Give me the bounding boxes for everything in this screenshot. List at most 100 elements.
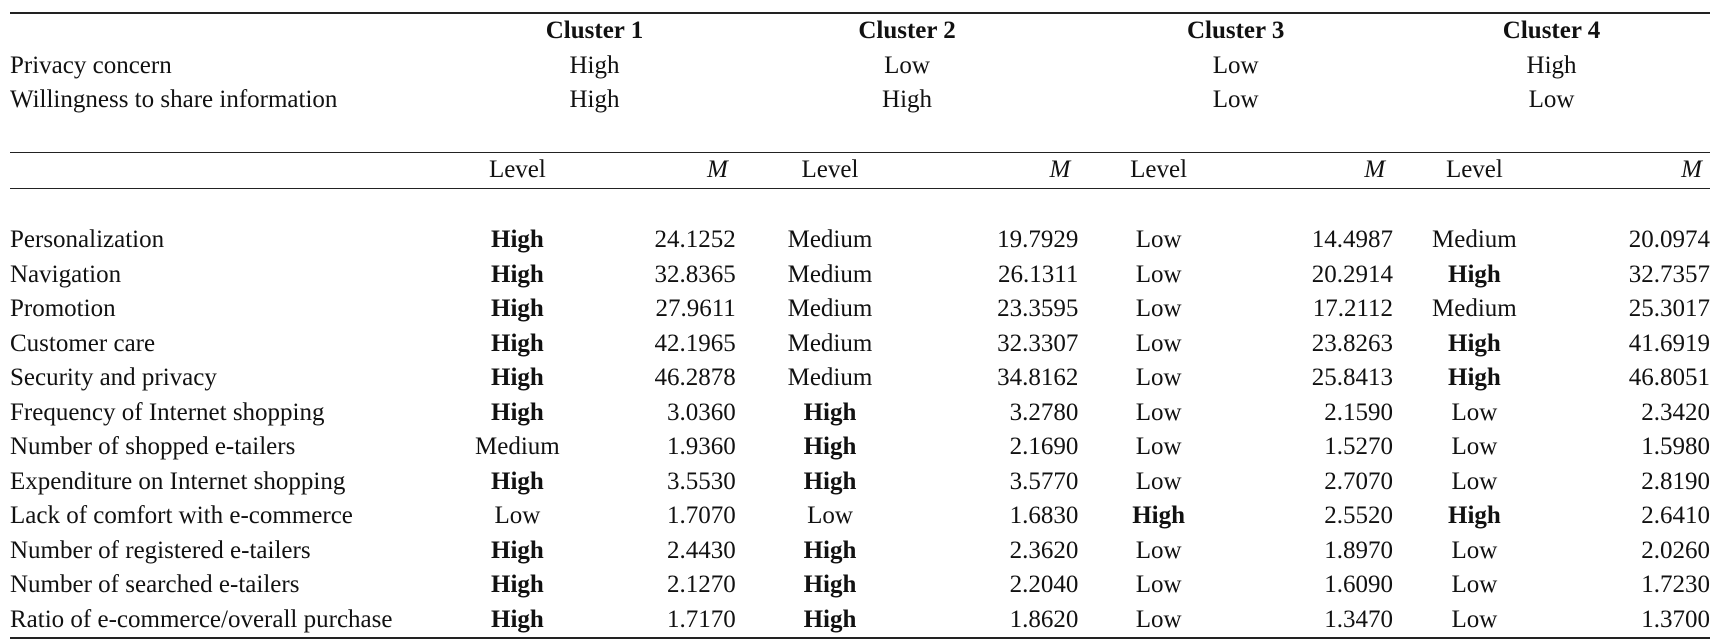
mean-cell: 14.4987 [1311, 226, 1394, 253]
level-cell: High [491, 364, 544, 391]
cluster-title: Cluster 4 [1393, 12, 1710, 49]
level-cell: Low [1135, 329, 1182, 357]
level-cell: High [803, 571, 857, 598]
cluster-title: Cluster 2 [735, 12, 1079, 49]
row-label: Willingness to share information [10, 86, 338, 113]
mean-cell: 3.5770 [1009, 467, 1079, 495]
variable-label: Frequency of Internet shopping [10, 398, 325, 426]
variable-label: Number of registered e-tailers [10, 536, 311, 564]
mean-cell: 32.3307 [997, 329, 1079, 357]
mean-cell: 2.7070 [1324, 467, 1394, 495]
level-cell: High [1448, 329, 1501, 357]
mean-cell: 46.2878 [654, 364, 736, 391]
level-cell: Medium [787, 364, 873, 391]
level-cell: Medium [787, 226, 873, 253]
mean-cell: 19.7929 [997, 226, 1079, 253]
level-cell: Medium [1432, 226, 1517, 253]
level-cell: High [491, 226, 544, 253]
willingness-value: High [569, 86, 620, 113]
level-cell: Low [1451, 467, 1498, 495]
variable-label: Ratio of e-commerce/overall purchase [10, 602, 454, 639]
cluster-title: Cluster 3 [1078, 12, 1394, 49]
mean-cell: 2.1590 [1324, 398, 1394, 426]
mean-cell: 1.3470 [1238, 602, 1394, 639]
row-label: Privacy concern [10, 51, 172, 79]
mean-cell: 2.3620 [1009, 536, 1079, 564]
level-cell: High [491, 571, 544, 598]
level-cell: Low [494, 502, 541, 529]
level-cell: Low [1135, 364, 1182, 391]
level-cell: Medium [787, 295, 873, 322]
mean-cell: 23.8263 [1311, 329, 1394, 357]
mean-cell: 25.8413 [1311, 364, 1394, 391]
empty-corner [10, 152, 454, 188]
variable-label: Security and privacy [10, 364, 217, 391]
mean-cell: 1.8970 [1324, 536, 1394, 564]
spacer-row [10, 187, 1710, 223]
mean-header: M [924, 152, 1079, 188]
level-cell: Low [1135, 226, 1182, 253]
level-cell: Low [1451, 398, 1498, 426]
variable-label: Customer care [10, 329, 156, 357]
mean-cell: 46.8051 [1628, 364, 1710, 391]
table-row: Customer care High 42.1965 Medium 32.3307 Low… [10, 327, 1710, 362]
willingness-value: Low [1212, 86, 1259, 113]
mean-cell: 26.1311 [998, 260, 1079, 288]
variable-label: Navigation [10, 260, 122, 288]
level-cell: High [491, 260, 544, 288]
level-cell: Low [1451, 536, 1498, 564]
mean-cell: 41.6919 [1628, 329, 1710, 357]
level-cell: Low [1135, 433, 1182, 460]
level-cell: High [1132, 502, 1185, 529]
privacy-concern-value: Low [884, 51, 930, 79]
mean-cell: 23.3595 [997, 295, 1079, 322]
level-cell: Low [1135, 295, 1182, 322]
mean-cell: 32.8365 [654, 260, 736, 288]
mean-cell: 2.1690 [1009, 433, 1079, 460]
level-cell: Medium [787, 329, 873, 357]
mean-cell: 27.9611 [655, 295, 736, 322]
mean-cell: 2.6410 [1641, 502, 1710, 529]
level-cell: Low [1135, 571, 1182, 598]
variable-label: Expenditure on Internet shopping [10, 467, 346, 495]
level-cell: High [803, 433, 857, 460]
level-cell: Low [1135, 467, 1182, 495]
willingness-row: Willingness to share information High High… [10, 83, 1710, 118]
mean-cell: 24.1252 [654, 226, 736, 253]
table-row: Frequency of Internet shopping High 3.0360… [10, 396, 1710, 431]
level-cell: Medium [787, 260, 873, 288]
level-header: Level [1393, 152, 1556, 188]
mean-cell: 2.5520 [1324, 502, 1394, 529]
empty-corner [10, 12, 454, 49]
table-row: Expenditure on Internet shopping High 3.55… [10, 465, 1710, 500]
level-cell: High [803, 467, 857, 495]
mean-cell: 20.2914 [1311, 260, 1394, 288]
mean-cell: 42.1965 [654, 329, 736, 357]
mean-cell: 1.6090 [1324, 571, 1394, 598]
level-cell: Medium [1432, 295, 1517, 322]
table-row: Navigation High 32.8365 Medium 26.1311 Low 20.… [10, 258, 1710, 293]
level-cell: Low [1393, 602, 1556, 639]
level-cell: Low [1078, 602, 1239, 639]
level-cell: Low [807, 502, 853, 529]
level-cell: Low [1135, 260, 1182, 288]
mean-cell: 32.7357 [1628, 260, 1710, 288]
mean-cell: 2.8190 [1641, 467, 1710, 495]
cluster-profile-table: Cluster 1 Cluster 2 Cluster 3 Cluster 4 Priv… [10, 12, 1710, 639]
privacy-concern-value: High [1526, 51, 1577, 79]
level-cell: Low [1451, 433, 1498, 460]
table-row: Lack of comfort with e-commerce Low 1.7070… [10, 499, 1710, 534]
table-row: Number of shopped e-tailers Medium 1.9360 H… [10, 430, 1710, 465]
mean-cell: 1.5980 [1641, 433, 1710, 460]
willingness-value: High [882, 86, 933, 113]
mean-cell: 3.0360 [667, 398, 736, 426]
variable-label: Promotion [10, 295, 116, 322]
level-cell: Low [1451, 571, 1498, 598]
mean-cell: 1.8620 [924, 602, 1079, 639]
mean-cell: 3.5530 [667, 467, 736, 495]
mean-header: M [1238, 152, 1394, 188]
variable-label: Number of searched e-tailers [10, 571, 300, 598]
table-row: Promotion High 27.9611 Medium 23.3595 Low 17.2… [10, 292, 1710, 327]
level-cell: High [1448, 260, 1501, 288]
mean-cell: 3.2780 [1009, 398, 1079, 426]
